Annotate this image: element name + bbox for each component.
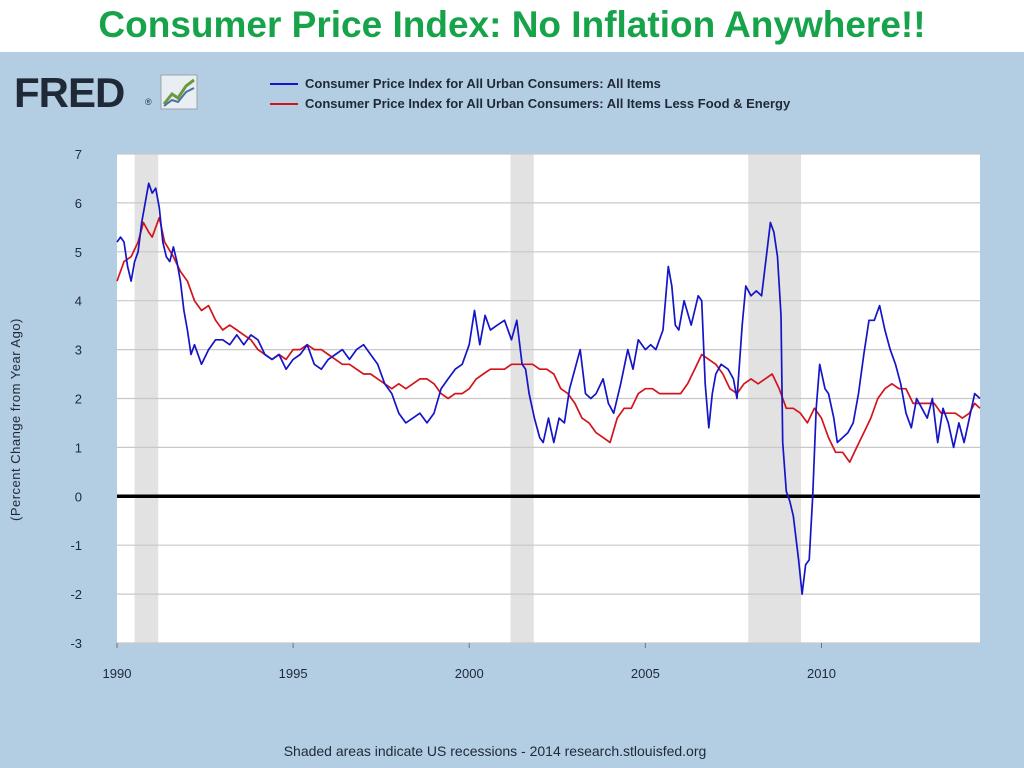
slide-title: Consumer Price Index: No Inflation Anywh… [98, 4, 926, 45]
x-tick-label: 1995 [279, 666, 308, 681]
legend-swatch-blue [270, 83, 298, 85]
y-tick-label: -3 [70, 636, 82, 651]
x-tick-label: 1990 [103, 666, 132, 681]
legend-label: Consumer Price Index for All Urban Consu… [305, 96, 791, 111]
y-tick-label: 6 [75, 196, 82, 211]
y-axis-label: (Percent Change from Year Ago) [8, 318, 23, 521]
y-tick-label: -2 [70, 587, 82, 602]
series-line-all-items [116, 182, 981, 595]
y-tick-label: 2 [75, 392, 82, 407]
x-tick-label: 2005 [631, 666, 660, 681]
y-tick-label: 3 [75, 343, 82, 358]
legend-label: Consumer Price Index for All Urban Consu… [305, 76, 661, 91]
y-tick-label: 7 [75, 147, 82, 162]
fred-logo-text: FRED [14, 69, 125, 116]
x-tick-label: 2010 [807, 666, 836, 681]
trend-chart-icon [160, 74, 198, 110]
fred-logo[interactable]: FRED ® [14, 69, 198, 116]
y-tick-label: 0 [75, 489, 82, 504]
footnote: Shaded areas indicate US recessions - 20… [283, 743, 707, 759]
series-line-core [116, 216, 981, 463]
registered-mark: ® [145, 97, 152, 107]
legend-swatch-red [270, 103, 298, 105]
y-tick-label: 5 [75, 245, 82, 260]
x-tick-label: 2000 [455, 666, 484, 681]
y-tick-label: 1 [75, 440, 82, 455]
y-tick-label: -1 [70, 538, 82, 553]
cpi-line-chart: 7 6 5 4 3 2 1 0 -1 -2 -3 1990 1995 2000 2005 2010 [70, 147, 981, 681]
y-tick-label: 4 [75, 294, 82, 309]
